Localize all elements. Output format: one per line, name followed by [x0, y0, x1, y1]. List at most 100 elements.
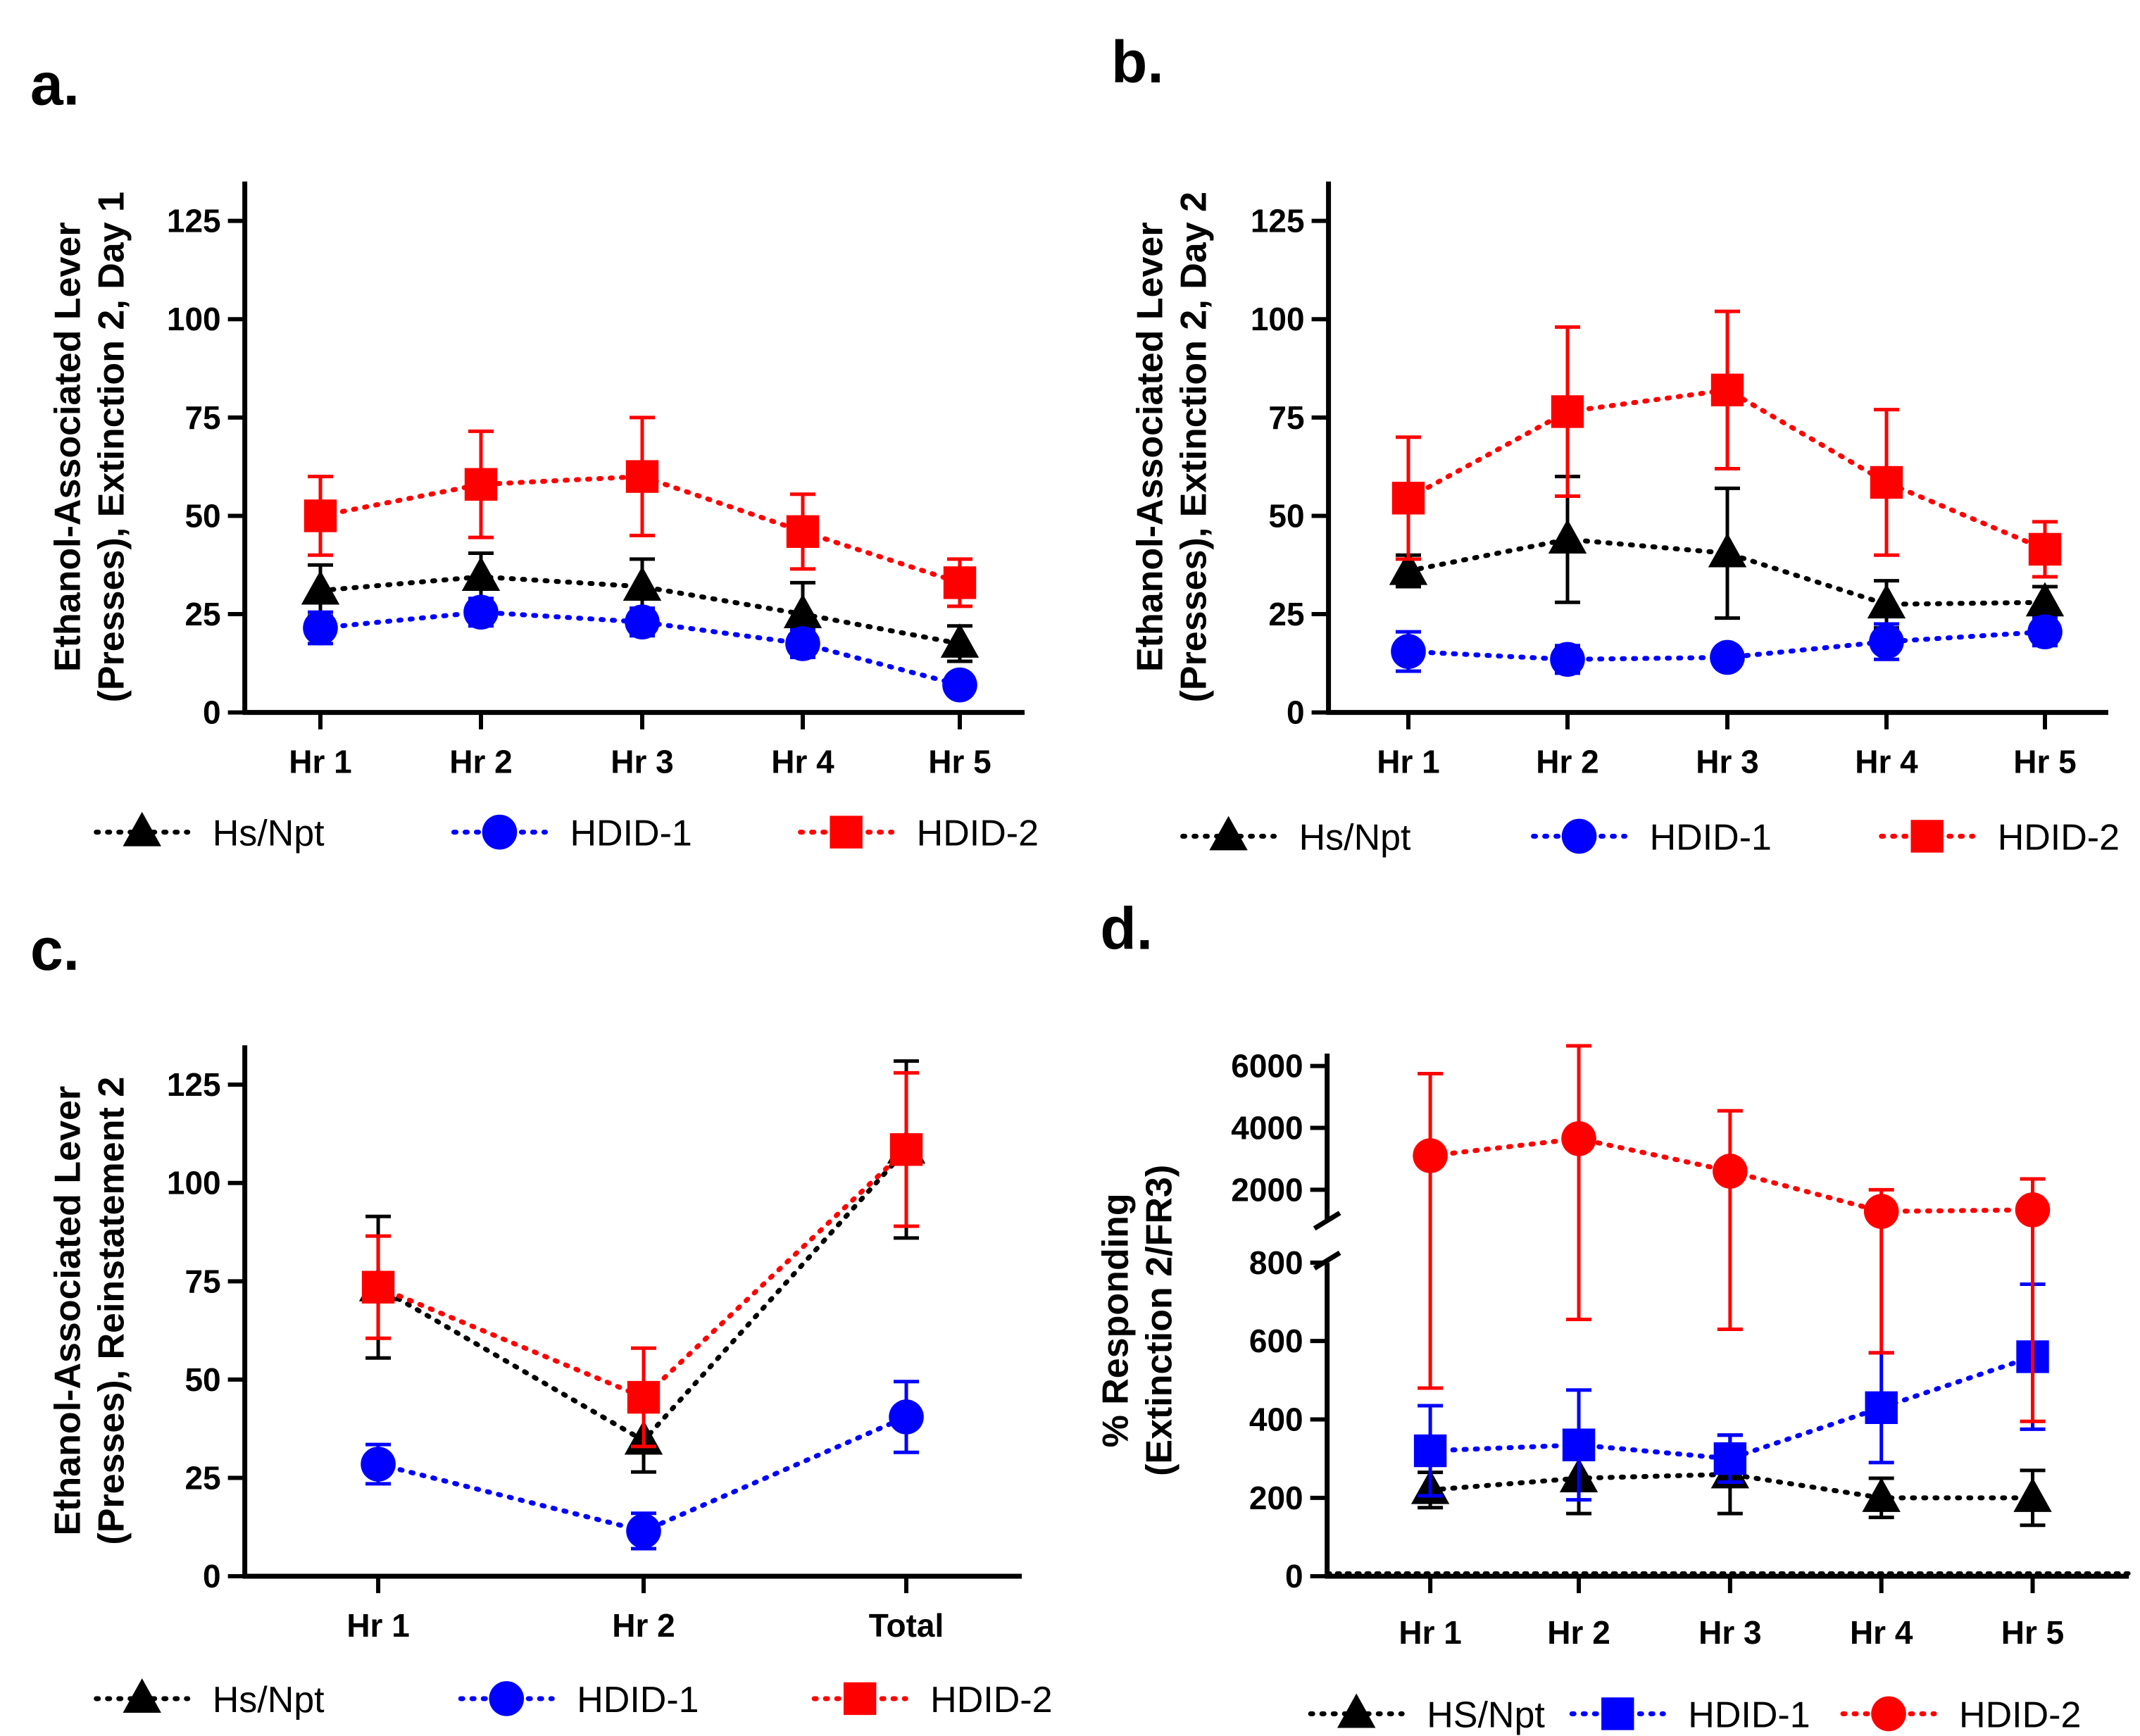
data-point — [464, 468, 498, 501]
data-point — [463, 594, 499, 630]
x-tick-label: Hr 5 — [2001, 1614, 2064, 1651]
legend-marker — [1561, 818, 1597, 854]
legend-label: HDID-1 — [1688, 1694, 1810, 1735]
y-axis-title-line: Ethanol-Associated Lever — [47, 222, 88, 672]
data-point — [2015, 1192, 2051, 1228]
y-tick-label: 25 — [1268, 596, 1304, 632]
data-point — [1562, 1428, 1596, 1461]
y-axis-title-line: (Presses), Reinstatement 2 — [91, 1077, 132, 1545]
legend-marker — [830, 816, 863, 849]
data-point — [625, 460, 659, 493]
legend-marker — [1209, 816, 1248, 851]
y-tick-label: 75 — [1268, 399, 1304, 436]
data-point — [2028, 532, 2062, 566]
y-tick-label: 800 — [1249, 1244, 1303, 1281]
y-tick-label: 600 — [1249, 1323, 1303, 1359]
data-point — [1710, 639, 1745, 675]
legend-label: Hs/Npt — [213, 1680, 325, 1721]
legend-entry: HDID-2 — [798, 813, 1039, 854]
legend-entry: Hs/Npt — [94, 811, 325, 854]
y-tick-label: 50 — [184, 1361, 220, 1398]
data-point — [301, 570, 340, 605]
legend-marker — [123, 811, 161, 847]
legend-marker — [843, 1682, 877, 1716]
legend-entry: HS/Npt — [1308, 1693, 1545, 1735]
panel-label: d. — [1100, 896, 1153, 962]
series-line — [1406, 537, 2048, 607]
x-tick-label: Hr 1 — [289, 744, 351, 780]
legend-entry: HDID-1 — [1569, 1694, 1810, 1735]
data-point — [1550, 642, 1585, 677]
data-point — [889, 1399, 924, 1435]
y-axis-title: % Responding(Extinction 2/FR3) — [1095, 1165, 1179, 1476]
y-tick-label: 50 — [1268, 497, 1304, 534]
data-point — [625, 604, 660, 640]
data-point — [940, 623, 980, 658]
legend-marker — [482, 814, 518, 850]
y-tick-label: 25 — [184, 1460, 220, 1497]
y-tick-label: 200 — [1249, 1480, 1303, 1516]
data-point — [1713, 1442, 1747, 1475]
legend-entry: HDID-2 — [1840, 1694, 2081, 1735]
y-tick-label: 6000 — [1231, 1048, 1303, 1085]
series-line — [318, 609, 963, 688]
data-point — [1389, 550, 1428, 585]
x-tick-label: Hr 3 — [611, 744, 673, 780]
data-point — [1870, 466, 1903, 499]
x-tick-label: Hr 3 — [1696, 744, 1758, 780]
legend-label: HDID-1 — [570, 813, 692, 854]
data-point — [2013, 1478, 2052, 1512]
y-axis-title-line: (Extinction 2/FR3) — [1139, 1165, 1179, 1476]
panel-label: c. — [30, 916, 80, 982]
x-tick-label: Hr 5 — [2013, 744, 2076, 780]
legend-label: HDID-2 — [1959, 1694, 2081, 1735]
y-axis-title-line: (Presses), Extinction 2, Day 1 — [91, 192, 132, 702]
data-point — [943, 566, 977, 599]
y-axis-title-line: % Responding — [1095, 1193, 1136, 1447]
series-line — [1427, 1471, 2036, 1501]
x-tick-label: Hr 4 — [1850, 1614, 1913, 1651]
legend-entry: Hs/Npt — [1180, 816, 1411, 858]
legend-label: HS/Npt — [1427, 1694, 1545, 1735]
data-point — [783, 594, 822, 629]
y-tick-label: 0 — [203, 694, 221, 731]
y-tick-label: 100 — [1251, 301, 1305, 337]
legend-label: HDID-1 — [1650, 817, 1772, 858]
data-point — [1413, 1434, 1447, 1468]
panel-b: b. Ethanol-Associated Lever(Presses), Ext… — [1111, 29, 2120, 858]
y-tick-label: 125 — [167, 203, 221, 239]
data-point — [1710, 373, 1744, 406]
data-point — [1708, 532, 1747, 568]
y-tick-label: 4000 — [1231, 1109, 1303, 1146]
data-point — [361, 1270, 395, 1304]
legend-marker — [489, 1681, 525, 1716]
y-tick-label: 0 — [1285, 1558, 1303, 1594]
x-tick-label: Total — [869, 1607, 944, 1644]
legend-entry: Hs/Npt — [94, 1678, 325, 1721]
legend-entry: HDID-2 — [1879, 817, 2120, 858]
data-point — [1551, 395, 1584, 428]
data-point — [942, 667, 977, 703]
x-tick-label: Hr 4 — [771, 744, 834, 780]
y-tick-label: 125 — [167, 1066, 221, 1103]
x-tick-label: Hr 1 — [346, 1607, 409, 1644]
data-point — [785, 626, 820, 661]
series-line — [318, 574, 963, 647]
y-tick-label: 75 — [184, 1263, 220, 1299]
data-point — [2027, 614, 2063, 649]
legend-label: HDID-1 — [577, 1680, 699, 1721]
x-tick-label: Hr 1 — [1377, 744, 1439, 780]
y-tick-label: 50 — [184, 497, 220, 534]
y-tick-label: 125 — [1251, 203, 1305, 239]
y-tick-label: 0 — [1287, 694, 1305, 731]
x-tick-label: Hr 2 — [1536, 744, 1598, 780]
data-point — [1391, 634, 1426, 669]
series-hdid-1 — [361, 1380, 924, 1551]
data-point — [1862, 1478, 1901, 1512]
panel-c: c. Ethanol-Associated Lever(Presses), Rei… — [30, 916, 1053, 1721]
y-tick-label: 100 — [167, 1165, 221, 1201]
data-point — [627, 1380, 661, 1414]
axis-break-mark — [1313, 1211, 1341, 1231]
panel-label: b. — [1111, 29, 1164, 95]
series-line — [1427, 1354, 2036, 1461]
